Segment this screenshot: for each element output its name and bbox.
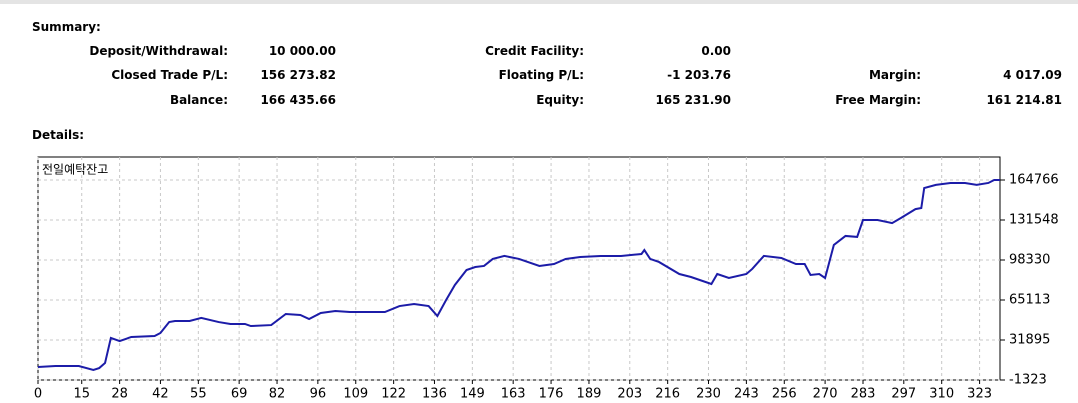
summary-label: Closed Trade P/L: bbox=[111, 68, 228, 82]
summary-value: 0.00 bbox=[701, 44, 731, 58]
x-tick-label: 189 bbox=[577, 387, 602, 402]
summary-title: Summary: bbox=[32, 20, 101, 34]
x-tick-label: 310 bbox=[929, 387, 954, 402]
summary-label: Equity: bbox=[536, 93, 584, 107]
x-tick-label: 0 bbox=[34, 387, 42, 402]
details-title: Details: bbox=[32, 128, 85, 142]
x-tick-label: 136 bbox=[422, 387, 447, 402]
y-tick-label: 131548 bbox=[1009, 213, 1059, 228]
x-tick-label: 96 bbox=[310, 387, 327, 402]
top-bar bbox=[0, 0, 1078, 4]
summary-label: Free Margin: bbox=[835, 93, 921, 107]
x-tick-label: 216 bbox=[655, 387, 680, 402]
summary-value: 165 231.90 bbox=[655, 93, 731, 107]
x-tick-label: 28 bbox=[111, 387, 128, 402]
summary-value: -1 203.76 bbox=[667, 68, 731, 82]
x-tick-label: 256 bbox=[772, 387, 797, 402]
x-tick-label: 122 bbox=[381, 387, 406, 402]
y-tick-label: 98330 bbox=[1009, 253, 1050, 268]
y-tick-label: 164766 bbox=[1009, 172, 1059, 187]
summary-value: 156 273.82 bbox=[260, 68, 336, 82]
x-tick-label: 55 bbox=[190, 387, 207, 402]
x-tick-label: 203 bbox=[617, 387, 642, 402]
y-tick-label: 65113 bbox=[1009, 292, 1050, 307]
x-tick-label: 243 bbox=[734, 387, 759, 402]
x-tick-label: 176 bbox=[539, 387, 564, 402]
y-tick-label: -1323 bbox=[1009, 373, 1047, 388]
x-tick-label: 109 bbox=[343, 387, 368, 402]
summary-value: 166 435.66 bbox=[260, 93, 336, 107]
summary-label: Deposit/Withdrawal: bbox=[89, 44, 228, 58]
x-tick-label: 163 bbox=[501, 387, 526, 402]
x-tick-label: 149 bbox=[460, 387, 485, 402]
x-tick-label: 323 bbox=[967, 387, 992, 402]
x-tick-label: 297 bbox=[891, 387, 916, 402]
plot-area bbox=[37, 156, 1001, 381]
x-tick-label: 82 bbox=[269, 387, 286, 402]
x-tick-label: 42 bbox=[152, 387, 169, 402]
summary-label: Floating P/L: bbox=[498, 68, 584, 82]
summary-label: Margin: bbox=[868, 68, 921, 82]
summary-label: Credit Facility: bbox=[485, 44, 584, 58]
chart-title: 전일예탁잔고 bbox=[42, 163, 108, 177]
balance-line bbox=[37, 178, 1001, 372]
summary-value: 161 214.81 bbox=[986, 93, 1062, 107]
y-tick-label: 31895 bbox=[1009, 332, 1050, 347]
summary-label: Balance: bbox=[169, 93, 228, 107]
x-tick-label: 230 bbox=[696, 387, 721, 402]
x-tick-label: 69 bbox=[231, 387, 248, 402]
summary-value: 10 000.00 bbox=[268, 44, 336, 58]
x-tick-label: 283 bbox=[851, 387, 876, 402]
summary-value: 4 017.09 bbox=[1003, 68, 1062, 82]
x-tick-label: 15 bbox=[73, 387, 90, 402]
x-tick-label: 270 bbox=[813, 387, 838, 402]
